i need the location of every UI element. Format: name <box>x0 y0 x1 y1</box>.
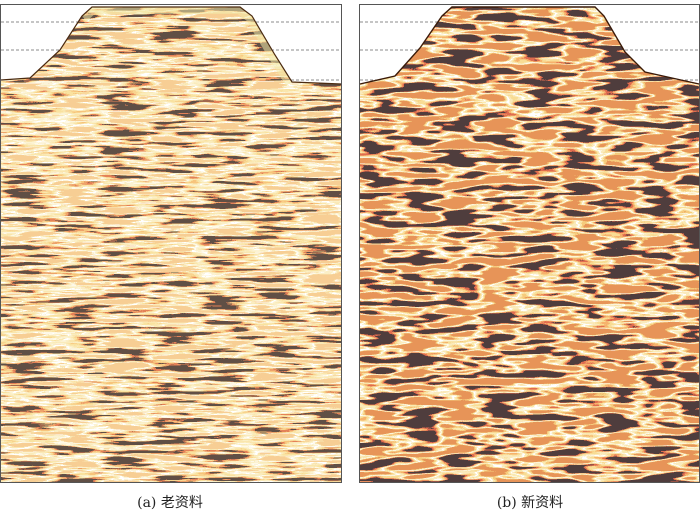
sea-floor <box>359 6 700 85</box>
panel-b <box>359 4 700 483</box>
seismic-section <box>360 7 699 482</box>
caption: (a) 老资料 <box>137 495 203 511</box>
seismic-section <box>1 7 341 482</box>
panel-a <box>0 4 342 483</box>
caption: (b) 新资料 <box>497 495 563 511</box>
sea-floor <box>0 6 342 85</box>
